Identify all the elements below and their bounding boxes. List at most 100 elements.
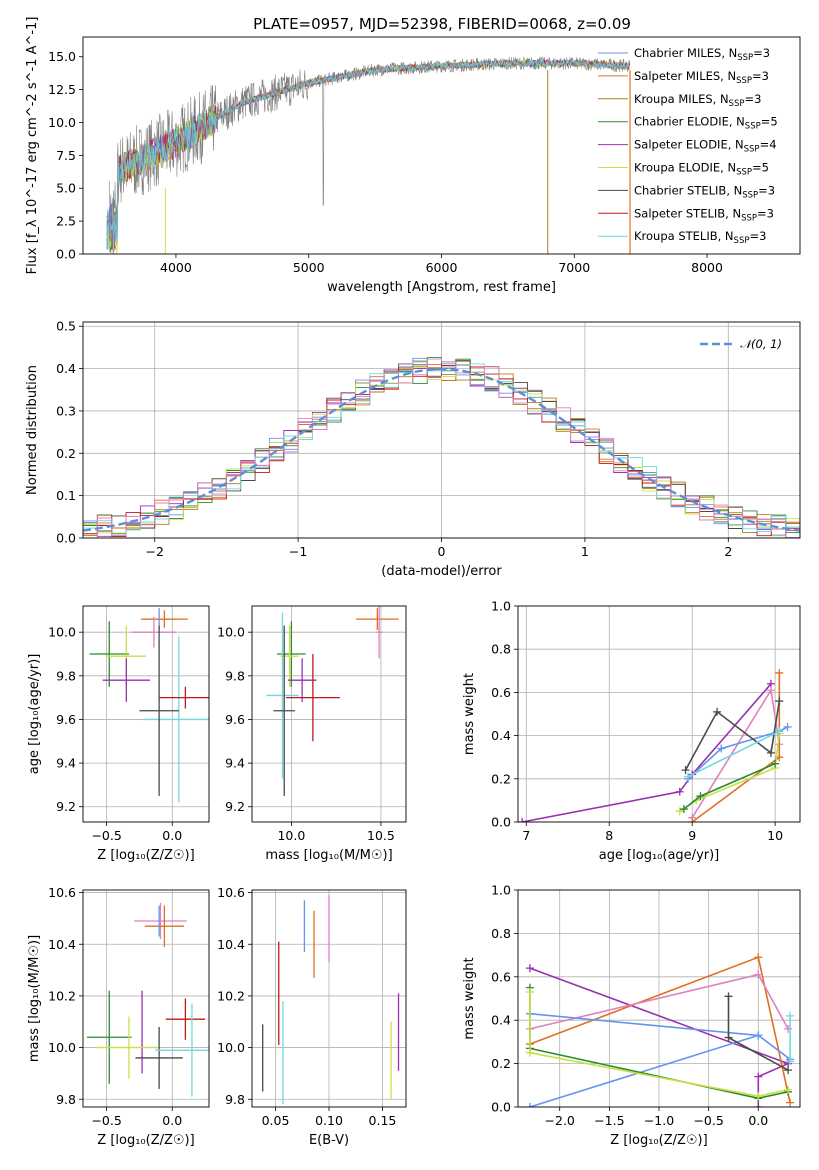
panel-age_vs_mass: 10.0 10.5 9.2 9.4 9.6 9.8 10.0 mass [log₁₀(M/M☉… bbox=[217, 605, 407, 863]
x-tick-label: 0.0 bbox=[748, 1113, 768, 1128]
y-tick-label: 10.0 bbox=[48, 115, 76, 130]
x-tick-label: −1.5 bbox=[594, 1113, 624, 1128]
normal-curve bbox=[83, 367, 800, 532]
weight-marker-chabrier_stelib bbox=[724, 992, 733, 1001]
y-tick-label: 0.8 bbox=[491, 926, 511, 941]
x-tick-label: −1.0 bbox=[644, 1113, 674, 1128]
y-tick-label: 0.6 bbox=[491, 969, 511, 984]
panel-mass_vs_Z: −0.5 0.0 9.8 10.0 10.2 10.4 10.6 Z [log₁₀(Z/Z☉)… bbox=[27, 885, 210, 1148]
x-tick-label: 7 bbox=[522, 828, 530, 843]
y-tick-label: 0.6 bbox=[491, 685, 511, 700]
y-tick-label: 10.4 bbox=[217, 937, 245, 952]
weight-marker-chabrier_elodie bbox=[679, 805, 688, 814]
y-tick-label: 0.2 bbox=[491, 1056, 511, 1071]
y-tick-label: 0.4 bbox=[491, 728, 511, 743]
weight-line-salpeter_miles bbox=[529, 956, 791, 1103]
weight-marker-kroupa_stelib bbox=[684, 772, 693, 781]
model-spectrum-chabrier_miles bbox=[106, 58, 630, 247]
y-tick-label: 9.8 bbox=[56, 1092, 76, 1107]
panel-weight_vs_age: 7 8 9 10 0.0 0.2 0.4 0.6 0.8 1.0 age [log₁₀(age/yr… bbox=[462, 599, 801, 863]
x-tick-label: 8000 bbox=[691, 260, 723, 275]
x-tick-label: −1 bbox=[289, 544, 307, 559]
legend-label: Kroupa MILES, NSSP=3 bbox=[634, 92, 761, 109]
weight-marker-kroupa_elodie bbox=[784, 1085, 793, 1094]
y-tick-label: 9.8 bbox=[56, 668, 76, 683]
y-tick-label: 7.5 bbox=[56, 148, 76, 163]
legend-subscript: SSP bbox=[745, 122, 761, 132]
weight-marker-chabrier_elodie bbox=[696, 792, 705, 801]
legend-subscript: SSP bbox=[742, 190, 758, 200]
x-tick-label: 1 bbox=[581, 544, 589, 559]
plot-area bbox=[262, 895, 400, 1105]
x-tick-label: 0.15 bbox=[369, 1113, 397, 1128]
x-tick-label: −0.5 bbox=[693, 1113, 723, 1128]
y-tick-label: 10.6 bbox=[217, 885, 245, 900]
weight-marker-salpeter_elodie bbox=[754, 1072, 763, 1081]
y-tick-label: 9.6 bbox=[56, 712, 76, 727]
weight-marker-chabrier_miles bbox=[754, 1031, 763, 1040]
y-axis-label: Flux [f_λ 10^-17 erg cm^-2 s^-1 A^-1] bbox=[25, 17, 40, 275]
y-tick-label: 0.2 bbox=[491, 771, 511, 786]
weight-marker-salpeter_elodie bbox=[754, 1103, 763, 1107]
legend-value: =5 bbox=[761, 115, 778, 129]
x-tick-label: 0.0 bbox=[162, 1113, 182, 1128]
y-tick-label: 9.8 bbox=[225, 668, 245, 683]
y-tick-label: 10.0 bbox=[217, 1040, 245, 1055]
weight-marker-kroupa_elodie bbox=[525, 1048, 534, 1057]
y-axis-label: age [log₁₀(age/yr)] bbox=[27, 654, 42, 775]
x-tick-label: 0.10 bbox=[315, 1113, 343, 1128]
x-axis-label: E(B-V) bbox=[309, 1133, 349, 1148]
legend-value: =5 bbox=[752, 161, 769, 175]
weight-marker-kroupa_stelib bbox=[775, 727, 784, 736]
model-spectrum-kroupa_stelib bbox=[106, 58, 630, 254]
legend-value: =3 bbox=[744, 92, 761, 106]
y-tick-label: 9.6 bbox=[225, 712, 245, 727]
panel-age_vs_Z: −0.5 0.0 9.2 9.4 9.6 9.8 10.0 Z [log₁₀(Z/Z☉)] ag… bbox=[27, 605, 210, 863]
axes-frame bbox=[82, 605, 210, 823]
plot-area bbox=[106, 56, 631, 254]
weight-marker-chabrier_stelib bbox=[713, 707, 722, 716]
y-tick-label: 10.6 bbox=[48, 885, 76, 900]
legend-subscript: SSP bbox=[729, 99, 745, 109]
weight-line-kroupa_stelib bbox=[687, 730, 780, 778]
y-tick-label: 0.1 bbox=[56, 488, 76, 503]
x-tick-label: −2 bbox=[145, 544, 163, 559]
x-axis-label: age [log₁₀(age/yr)] bbox=[599, 848, 720, 863]
weight-marker-chabrier_stelib bbox=[784, 1066, 793, 1075]
x-tick-label: 4000 bbox=[160, 260, 192, 275]
weight-marker-kroupa_elodie bbox=[525, 987, 534, 996]
y-tick-label: 15.0 bbox=[48, 49, 76, 64]
legend-label: Chabrier ELODIE, NSSP=5 bbox=[634, 115, 778, 132]
legend-label: Kroupa STELIB, NSSP=3 bbox=[634, 229, 766, 246]
legend-subscript: SSP bbox=[736, 76, 752, 86]
weight-marker-chabrier_stelib bbox=[766, 748, 775, 757]
legend-value: =3 bbox=[752, 69, 769, 83]
weight-marker-kroupa_elodie bbox=[692, 796, 701, 805]
weight-marker-kroupa_stelib bbox=[786, 1011, 795, 1020]
y-tick-label: 9.4 bbox=[225, 756, 245, 771]
weight-marker-chabrier_stelib bbox=[724, 1033, 733, 1042]
weight-marker-salpeter_elodie bbox=[525, 964, 534, 973]
weight-marker-chabrier_stelib bbox=[681, 766, 690, 775]
x-axis-label: mass [log₁₀(M/M☉)] bbox=[265, 848, 392, 863]
x-axis-label: Z [log₁₀(Z/Z☉)] bbox=[610, 1133, 707, 1148]
y-tick-label: 0.0 bbox=[491, 1100, 511, 1115]
panel-residuals: −2 −1 0 1 2 0.0 0.1 0.2 0.3 0.4 0.5 (data-model)/er… bbox=[25, 319, 801, 579]
x-tick-label: 0 bbox=[438, 544, 446, 559]
x-tick-label: 8 bbox=[605, 828, 613, 843]
plot-area bbox=[89, 608, 209, 803]
data-spectrum-line bbox=[109, 56, 631, 250]
legend-subscript: SSP bbox=[741, 213, 757, 223]
legend-label: Kroupa ELODIE, NSSP=5 bbox=[634, 161, 769, 178]
legend-label: Salpeter MILES, NSSP=3 bbox=[634, 69, 769, 86]
y-tick-label: 10.4 bbox=[48, 937, 76, 952]
y-axis-label: Normed distribution bbox=[25, 365, 40, 495]
plot-area bbox=[266, 606, 399, 796]
plot-area bbox=[518, 668, 792, 822]
y-tick-label: 9.8 bbox=[225, 1092, 245, 1107]
legend-subscript: SSP bbox=[737, 53, 753, 63]
weight-marker-chabrier_miles bbox=[525, 1103, 534, 1107]
weight-marker-salpeter_elodie bbox=[518, 818, 527, 822]
y-tick-label: 2.5 bbox=[56, 214, 76, 229]
weight-marker-salpeter_miles bbox=[786, 1098, 795, 1107]
